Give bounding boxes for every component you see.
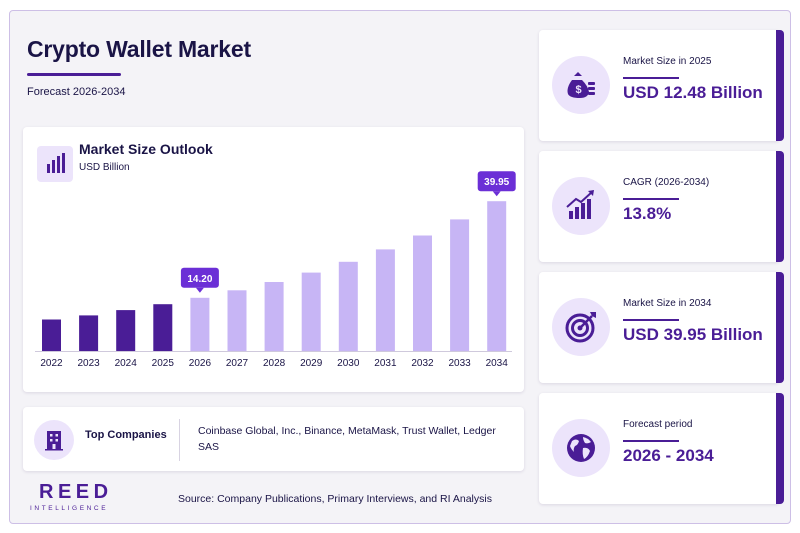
bar-2029 xyxy=(301,272,321,351)
x-tick-label: 2027 xyxy=(226,358,249,369)
kpi-value: USD 39.95 Billion xyxy=(623,325,763,344)
kpi-card-cagr: CAGR (2026-2034) 13.8% xyxy=(539,151,784,262)
target-icon xyxy=(552,298,610,356)
title-underline xyxy=(27,73,121,76)
bar-2031 xyxy=(375,249,395,351)
x-tick-label: 2028 xyxy=(263,358,286,369)
divider xyxy=(179,419,180,461)
kpi-label: Market Size in 2025 xyxy=(623,56,712,67)
top-companies-list: Coinbase Global, Inc., Binance, MetaMask… xyxy=(198,425,496,453)
x-tick-label: 2030 xyxy=(337,358,360,369)
growth-chart-icon xyxy=(552,177,610,235)
page-subtitle: Forecast 2026-2034 xyxy=(27,86,126,98)
kpi-value: USD 12.48 Billion xyxy=(623,83,763,102)
source-note: Source: Company Publications, Primary In… xyxy=(178,493,492,505)
bar-2026 xyxy=(190,297,210,352)
kpi-rule xyxy=(623,77,679,79)
bar-2028 xyxy=(264,282,284,351)
bar-2025 xyxy=(153,304,173,351)
building-icon xyxy=(34,420,74,460)
kpi-card-market-size-2034: Market Size in 2034 USD 39.95 Billion xyxy=(539,272,784,383)
kpi-rule xyxy=(623,440,679,442)
bar-2032 xyxy=(413,235,432,351)
globe-icon xyxy=(552,419,610,477)
kpi-rule xyxy=(623,198,679,200)
kpi-card-market-size-2025: $ Market Size in 2025 USD 12.48 Billion xyxy=(539,30,784,141)
bar-2033 xyxy=(450,219,470,351)
chart-title: Market Size Outlook xyxy=(79,141,213,157)
bar-2027 xyxy=(227,290,247,351)
x-tick-label: 2023 xyxy=(77,358,100,369)
x-tick-label: 2024 xyxy=(115,358,138,369)
x-tick-label: 2029 xyxy=(300,358,323,369)
market-size-chart: 2022 2023 2024 2025 2026 2027 2028 2029 2030 2031… xyxy=(35,171,516,369)
bar-2024 xyxy=(116,310,136,351)
value-callout-2026: 14.20 xyxy=(180,267,219,293)
kpi-card-forecast-period: Forecast period 2026 - 2034 xyxy=(539,393,784,504)
x-tick-label: 2031 xyxy=(374,358,397,369)
kpi-rule xyxy=(623,319,679,321)
x-tick-label: 2022 xyxy=(40,358,63,369)
money-bag-icon: $ xyxy=(552,56,610,114)
kpi-label: Forecast period xyxy=(623,419,693,430)
kpi-label: CAGR (2026-2034) xyxy=(623,177,710,188)
top-companies-card: Top Companies Coinbase Global, Inc., Bin… xyxy=(23,407,524,471)
svg-text:39.95: 39.95 xyxy=(484,177,509,188)
value-callout-2034: 39.95 xyxy=(477,171,516,197)
x-tick-label: 2032 xyxy=(411,358,434,369)
kpi-value: 13.8% xyxy=(623,204,672,223)
bar-2022 xyxy=(42,319,61,351)
kpi-label: Market Size in 2034 xyxy=(623,298,712,309)
chart-card: 2022 2023 2024 2025 2026 2027 2028 2029 2030 2031… xyxy=(23,127,524,392)
bar-2023 xyxy=(79,315,99,351)
svg-text:$: $ xyxy=(575,84,581,96)
x-tick-label: 2034 xyxy=(486,358,509,369)
top-companies-label: Top Companies xyxy=(85,429,167,441)
svg-text:14.20: 14.20 xyxy=(187,274,212,285)
page-title: Crypto Wallet Market xyxy=(27,36,251,62)
bar-chart-icon xyxy=(37,146,73,182)
x-tick-label: 2026 xyxy=(189,358,212,369)
bar-2034 xyxy=(487,201,507,351)
chart-unit: USD Billion xyxy=(79,162,130,173)
x-tick-label: 2025 xyxy=(152,358,175,369)
bar-2030 xyxy=(338,261,358,352)
logo-wordmark: REED xyxy=(39,481,113,503)
x-tick-label: 2033 xyxy=(448,358,471,369)
kpi-value: 2026 - 2034 xyxy=(623,446,714,465)
logo-tagline: INTELLIGENCE xyxy=(30,505,109,512)
